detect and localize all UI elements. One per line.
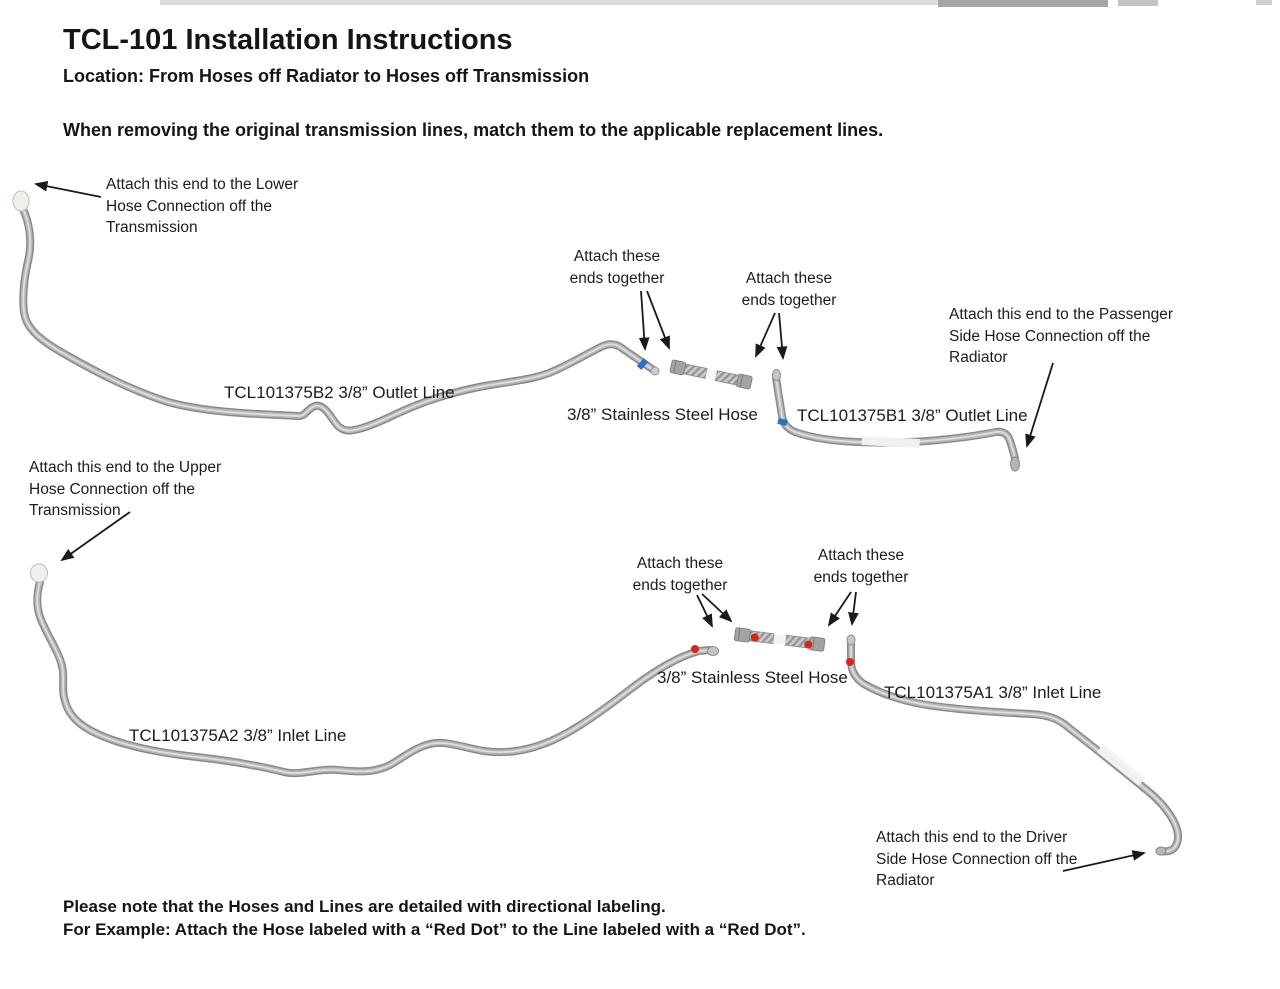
arrow-inlet-attach-left-1 xyxy=(696,594,713,628)
inlet-line-a1-label: TCL101375A1 3/8” Inlet Line xyxy=(884,683,1102,702)
arrow-inlet-attach-right-1 xyxy=(827,591,852,627)
inlet-hose-label: 3/8” Stainless Steel Hose xyxy=(657,668,848,687)
page-title: TCL-101 Installation Instructions xyxy=(63,24,513,56)
b1-blue-marker xyxy=(777,418,788,426)
outlet-line-b2-drawing xyxy=(12,190,660,431)
intro-line: When removing the original transmission … xyxy=(63,120,884,140)
arrow-outlet-attach-left-1 xyxy=(638,290,650,352)
arrow-passenger-radiator xyxy=(1025,362,1054,448)
inlet-hose-drawing xyxy=(734,627,826,652)
top-edge-remnant-4 xyxy=(1256,0,1272,5)
arrow-outlet-attach-left-2 xyxy=(646,290,670,350)
outlet-attach-note-right: Attach these ends together xyxy=(741,270,837,309)
arrow-inlet-attach-right-2 xyxy=(848,591,859,627)
outlet-radiator-note: Attach this end to the Passenger Side Ho… xyxy=(949,306,1174,366)
outlet-attach-note-left: Attach these ends together xyxy=(569,248,665,287)
inlet-transmission-note: Attach this end to the Upper Hose Connec… xyxy=(29,459,222,519)
inlet-line-a2-drawing xyxy=(29,563,719,773)
arrow-outlet-attach-right-2 xyxy=(776,312,788,361)
inlet-attach-note-left: Attach these ends together xyxy=(632,555,728,594)
a1-radiator-tip xyxy=(1155,846,1167,856)
top-edge-remnant-3 xyxy=(1118,0,1158,6)
b1-radiator-tip xyxy=(1010,456,1020,472)
footer-note-1: Please note that the Hoses and Lines are… xyxy=(63,897,666,916)
arrow-driver-radiator xyxy=(1062,850,1146,872)
hose-red-marker-right xyxy=(804,640,813,649)
outlet-hose-label: 3/8” Stainless Steel Hose xyxy=(567,405,758,424)
outlet-transmission-note: Attach this end to the Lower Hose Connec… xyxy=(106,176,299,236)
b1-label-wrap xyxy=(861,436,920,448)
arrow-inlet-attach-left-2 xyxy=(701,593,733,623)
a2-tip xyxy=(707,646,719,656)
outlet-line-b1-label: TCL101375B1 3/8” Outlet Line xyxy=(797,406,1028,425)
footer-note-2: For Example: Attach the Hose labeled wit… xyxy=(63,920,806,939)
a1-red-marker xyxy=(846,658,854,666)
a1-label-wrap xyxy=(1097,744,1145,786)
a1-top-tip xyxy=(846,634,856,646)
b2-blue-marker xyxy=(636,358,649,370)
inlet-radiator-note: Attach this end to the Driver Side Hose … xyxy=(876,829,1078,889)
hose-red-marker-left xyxy=(750,633,759,642)
a2-transmission-fitting xyxy=(29,563,49,583)
top-edge-remnant-2 xyxy=(938,0,1108,7)
arrow-lower-transmission xyxy=(34,180,102,198)
outlet-line-b1-drawing xyxy=(772,369,1020,472)
arrow-outlet-attach-right-1 xyxy=(755,312,776,358)
outlet-line-b2-label: TCL101375B2 3/8” Outlet Line xyxy=(224,383,455,402)
inlet-attach-note-right: Attach these ends together xyxy=(813,547,909,586)
a2-red-marker xyxy=(691,645,699,653)
inlet-line-a2-label: TCL101375A2 3/8” Inlet Line xyxy=(129,726,347,745)
b2-transmission-fitting xyxy=(12,190,30,212)
annotation-arrows xyxy=(34,180,1146,872)
top-edge-remnant-1 xyxy=(160,0,940,5)
location-line: Location: From Hoses off Radiator to Hos… xyxy=(63,66,590,86)
b1-top-tip xyxy=(772,369,781,381)
b2-tip xyxy=(650,366,660,376)
arrow-upper-transmission xyxy=(60,511,131,562)
inlet-line-a1-drawing xyxy=(846,634,1178,856)
outlet-hose-drawing xyxy=(669,359,753,390)
